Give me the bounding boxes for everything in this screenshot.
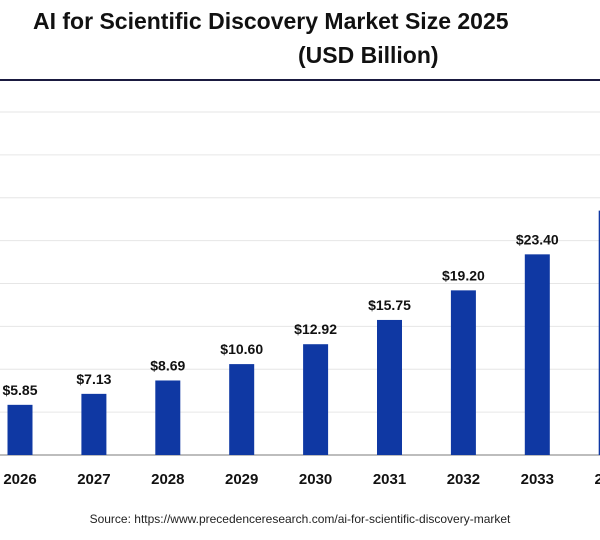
x-tick-label-2034: 2034 <box>595 471 600 488</box>
data-label-2028: $8.69 <box>150 357 185 373</box>
data-label-2031: $15.75 <box>368 297 411 313</box>
x-tick-label-2027: 2027 <box>77 471 110 488</box>
bar-2029 <box>229 364 255 455</box>
bar-2033 <box>524 254 550 455</box>
x-tick-label-2028: 2028 <box>151 471 184 488</box>
x-tick-label-2026: 2026 <box>3 471 36 488</box>
x-tick-label-2030: 2030 <box>299 471 332 488</box>
chart-subtitle: (USD Billion) <box>298 42 439 68</box>
chart-title: AI for Scientific Discovery Market Size … <box>33 8 509 34</box>
bar-2028 <box>155 380 181 455</box>
data-label-2027: $7.13 <box>76 371 111 387</box>
x-tick-label-2033: 2033 <box>521 471 554 488</box>
data-label-2026: $5.85 <box>2 382 37 398</box>
bar-2030 <box>303 344 329 455</box>
x-tick-label-2031: 2031 <box>373 471 406 488</box>
data-label-2029: $10.60 <box>220 341 263 357</box>
x-tick-label-2029: 2029 <box>225 471 258 488</box>
bar-2031 <box>377 319 402 455</box>
bar-2026 <box>7 404 33 455</box>
x-tick-label-2032: 2032 <box>447 471 480 488</box>
data-label-2030: $12.92 <box>294 321 337 337</box>
title-divider <box>0 79 600 81</box>
bar-2032 <box>450 290 476 455</box>
data-label-2032: $19.20 <box>442 267 485 283</box>
bar-2034 <box>598 210 600 455</box>
bar-2027 <box>81 393 107 455</box>
source-text: Source: https://www.precedenceresearch.c… <box>89 512 511 526</box>
data-label-2033: $23.40 <box>516 231 559 247</box>
